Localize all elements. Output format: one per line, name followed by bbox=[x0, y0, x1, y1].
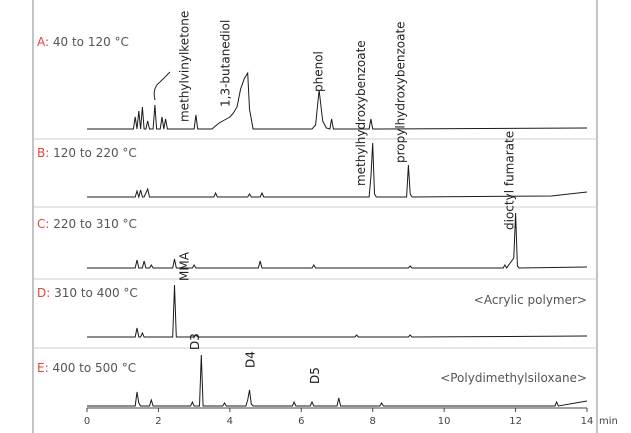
panel-note: <Polydimethylsiloxane> bbox=[440, 371, 587, 385]
panel-label: D: 310 to 400 °C bbox=[37, 286, 138, 300]
panel-label: C: 220 to 310 °C bbox=[37, 217, 137, 231]
trace bbox=[87, 142, 588, 199]
panel-temp: 400 to 500 °C bbox=[52, 361, 136, 375]
panel-temp: 40 to 120 °C bbox=[53, 35, 129, 49]
peak-label: 1,3-butanediol bbox=[219, 20, 233, 107]
trace bbox=[87, 212, 588, 269]
x-tick-label: 2 bbox=[155, 416, 161, 427]
peak-label: D5 bbox=[308, 367, 322, 384]
peak-label: methylvinylketone bbox=[177, 11, 191, 122]
panel-temp: 120 to 220 °C bbox=[53, 146, 137, 160]
peak-label: propylhydroxybenzoate bbox=[394, 21, 408, 163]
panel-letter: B: bbox=[37, 146, 49, 160]
peak-label: D3 bbox=[188, 333, 202, 350]
panel-letter: E: bbox=[37, 361, 49, 375]
panel-letter: C: bbox=[37, 217, 49, 231]
peak-label: methylhydroxybenzoate bbox=[354, 40, 368, 186]
trace bbox=[87, 284, 588, 338]
peak-label: D4 bbox=[244, 351, 258, 368]
trace bbox=[87, 71, 588, 130]
x-tick-label: 6 bbox=[298, 416, 304, 427]
trace bbox=[87, 354, 588, 407]
peak-label: MMA bbox=[177, 251, 191, 281]
panel-label: E: 400 to 500 °C bbox=[37, 361, 136, 375]
panel-letter: A: bbox=[37, 35, 49, 49]
x-tick-label: 12 bbox=[509, 416, 522, 427]
panel-temp: 220 to 310 °C bbox=[53, 217, 137, 231]
x-tick-label: 14 bbox=[581, 416, 594, 427]
leader-line bbox=[153, 71, 171, 101]
peak-label: phenol bbox=[311, 51, 325, 92]
x-tick-label: 4 bbox=[227, 416, 233, 427]
panel-label: A: 40 to 120 °C bbox=[37, 35, 129, 49]
peak-label: dioctyl fumarate bbox=[502, 131, 516, 230]
panel-label: B: 120 to 220 °C bbox=[37, 146, 137, 160]
panel-note: <Acrylic polymer> bbox=[474, 293, 587, 307]
x-axis-label: min bbox=[599, 416, 618, 427]
x-tick-label: 10 bbox=[438, 416, 451, 427]
x-tick-label: 8 bbox=[370, 416, 376, 427]
x-tick-label: 0 bbox=[84, 416, 90, 427]
panel-letter: D: bbox=[37, 286, 50, 300]
panel-temp: 310 to 400 °C bbox=[54, 286, 138, 300]
